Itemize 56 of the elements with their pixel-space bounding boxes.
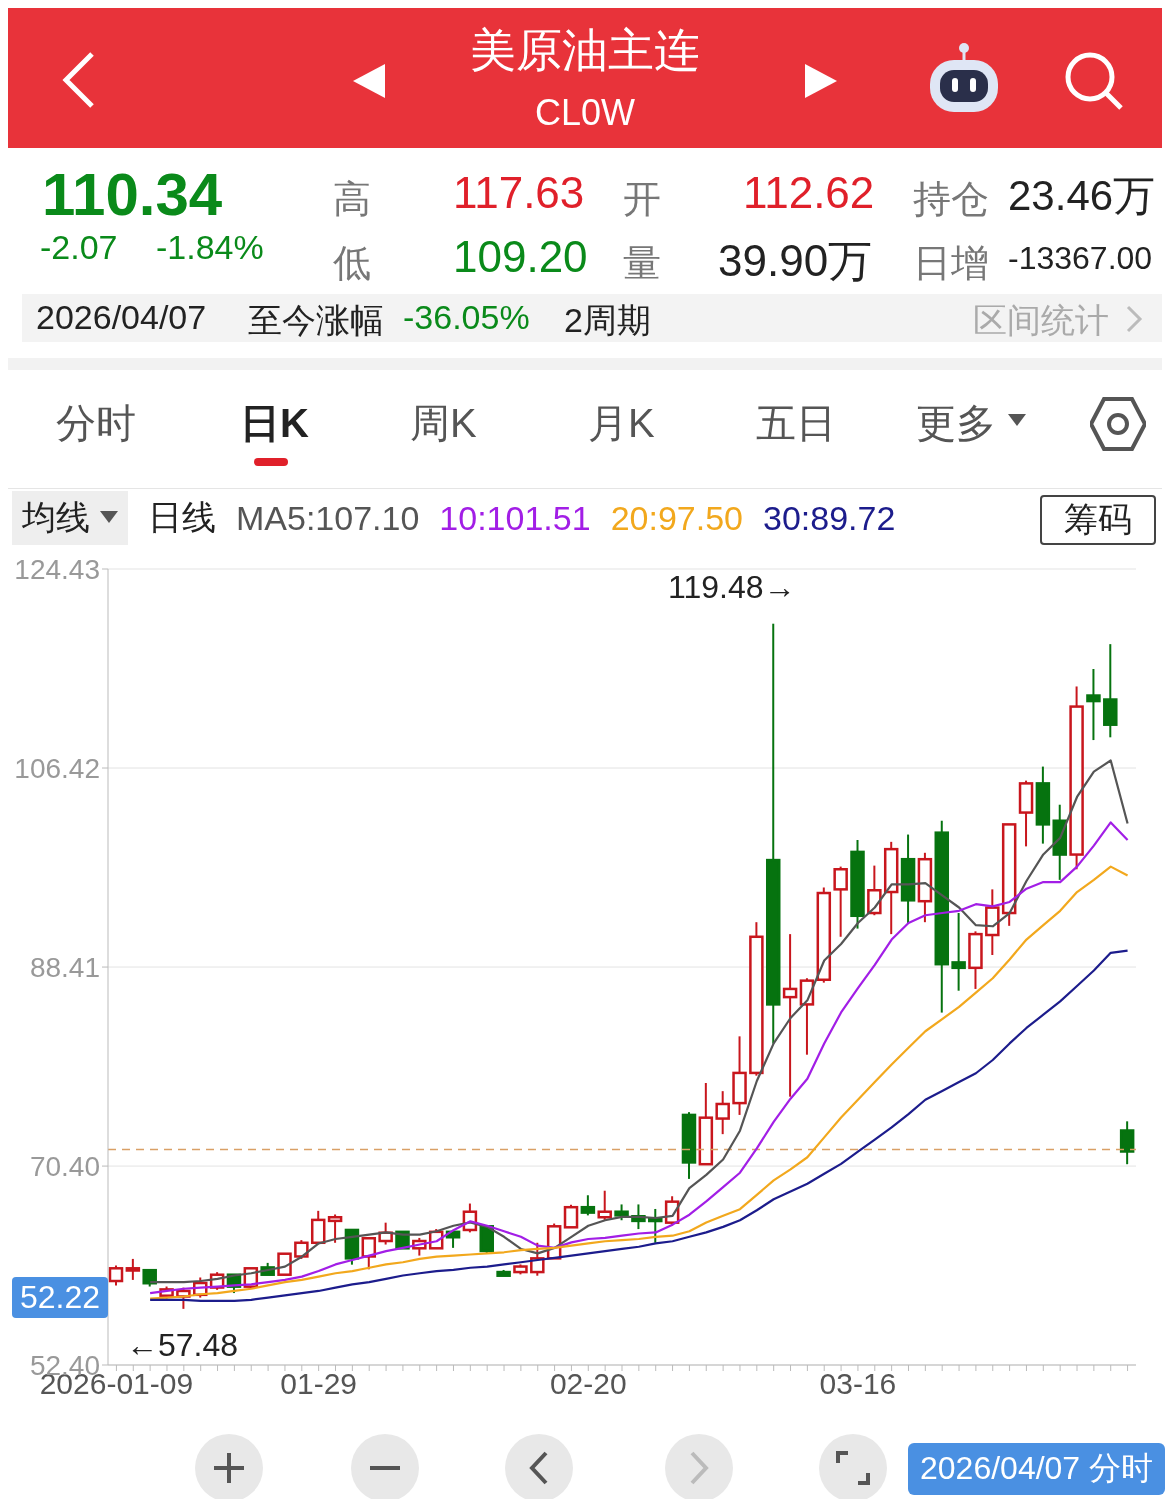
candlestick xyxy=(732,1035,747,1116)
text: -1.84% xyxy=(156,228,264,267)
candlestick xyxy=(900,833,916,925)
chart-title: 美原油主连 xyxy=(469,23,701,78)
text: 开 xyxy=(623,177,661,222)
text: 筹码 xyxy=(1040,495,1156,545)
x-tick-label: 02-20 xyxy=(549,1367,627,1401)
text: 更多 xyxy=(916,400,996,447)
text: 39.90万 xyxy=(718,235,873,287)
text: 五日 xyxy=(756,400,836,447)
text: 高 xyxy=(333,177,371,222)
y-tick-label: 70.40 xyxy=(29,1151,100,1183)
text: 10:101.51 xyxy=(439,498,591,538)
y-tick-label: 106.42 xyxy=(14,752,100,784)
text: 周K xyxy=(410,400,477,447)
text: 持仓 xyxy=(913,177,989,222)
text: MA5:107.10 xyxy=(236,498,420,538)
text: 区间统计 xyxy=(973,300,1109,341)
candlestick xyxy=(951,912,966,992)
text: 117.63 xyxy=(453,168,585,218)
text: 23.46万 xyxy=(1008,171,1156,221)
candlestick xyxy=(1086,668,1101,742)
text: 日线 xyxy=(148,497,216,538)
text: 30:89.72 xyxy=(762,498,896,538)
candlestick xyxy=(698,1081,714,1166)
text: 均线 xyxy=(22,497,90,538)
text: 112.62 xyxy=(743,168,875,218)
text: 低 xyxy=(333,241,371,286)
candlestick xyxy=(985,888,1000,957)
candlestick xyxy=(782,933,798,1098)
text: 2周期 xyxy=(564,300,651,341)
y-tick-label: 88.41 xyxy=(29,952,100,983)
text: 日增 xyxy=(913,241,989,286)
candlestick xyxy=(766,622,781,1045)
text: 52.22 xyxy=(12,1277,109,1318)
text: 109.20 xyxy=(453,232,588,282)
x-tick-label: 01-29 xyxy=(280,1367,358,1401)
text: -36.05% xyxy=(403,298,530,337)
text: 2026/04/07 分时 xyxy=(908,1443,1166,1495)
text: -13367.00 xyxy=(1008,240,1153,277)
text: 量 xyxy=(623,241,661,286)
line-series xyxy=(149,949,1129,1302)
text: 至今涨幅 xyxy=(248,300,384,341)
annotation: ←57.48 xyxy=(126,1327,239,1364)
text: 月K xyxy=(588,400,655,447)
text: 分时 xyxy=(56,400,136,447)
text: 2026/04/07 xyxy=(36,298,207,337)
text: 20:97.50 xyxy=(610,498,743,538)
chart-subtitle: CL0W xyxy=(534,92,636,134)
text: -2.07 xyxy=(40,228,118,267)
y-tick-label: 124.43 xyxy=(14,553,100,585)
text: 日K xyxy=(240,400,309,447)
x-tick-label: 03-16 xyxy=(819,1367,897,1401)
annotation: 119.48→ xyxy=(668,569,796,606)
text: 110.34 xyxy=(42,160,223,229)
candlestick xyxy=(715,1090,730,1136)
